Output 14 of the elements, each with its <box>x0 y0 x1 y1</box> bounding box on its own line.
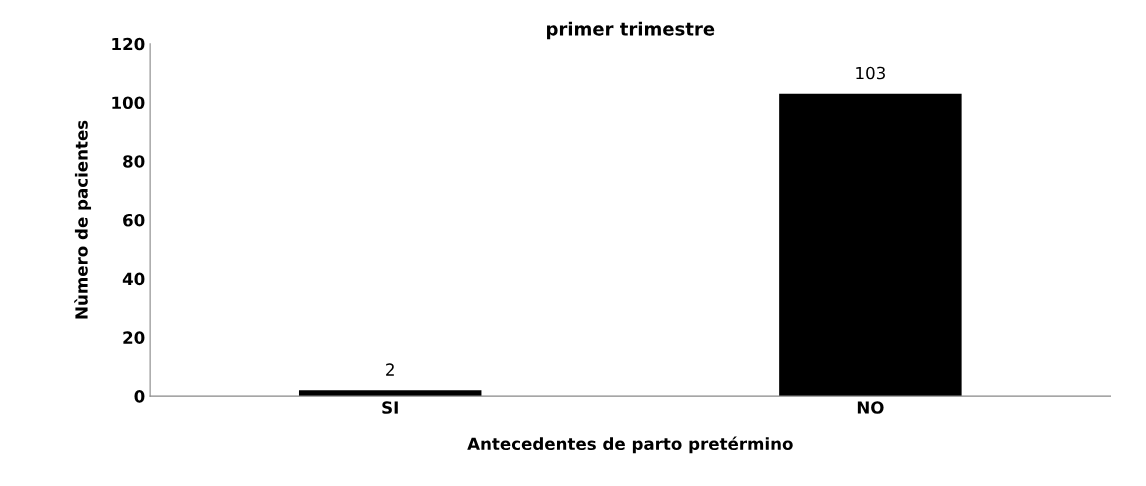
y-tick-label: 80 <box>123 155 145 168</box>
y-tick-label: 40 <box>122 272 145 286</box>
data-label: 103 <box>856 66 885 80</box>
y-tick-label: 60 <box>123 213 145 227</box>
y-axis-title: Nùmero de pacientes <box>74 120 92 319</box>
y-tick-label: 0 <box>134 390 145 403</box>
chart-title: primer trimestre <box>547 21 715 40</box>
x-axis-title: Antecedentes de parto pretérmino <box>467 436 793 454</box>
data-label: 2 <box>386 363 394 376</box>
y-tick-label: 120 <box>112 37 145 51</box>
y-tick-label: 20 <box>123 331 145 344</box>
y-tick-label: 100 <box>112 96 145 110</box>
x-tick-label: SI <box>382 401 398 414</box>
x-tick-label: NO <box>857 401 884 414</box>
